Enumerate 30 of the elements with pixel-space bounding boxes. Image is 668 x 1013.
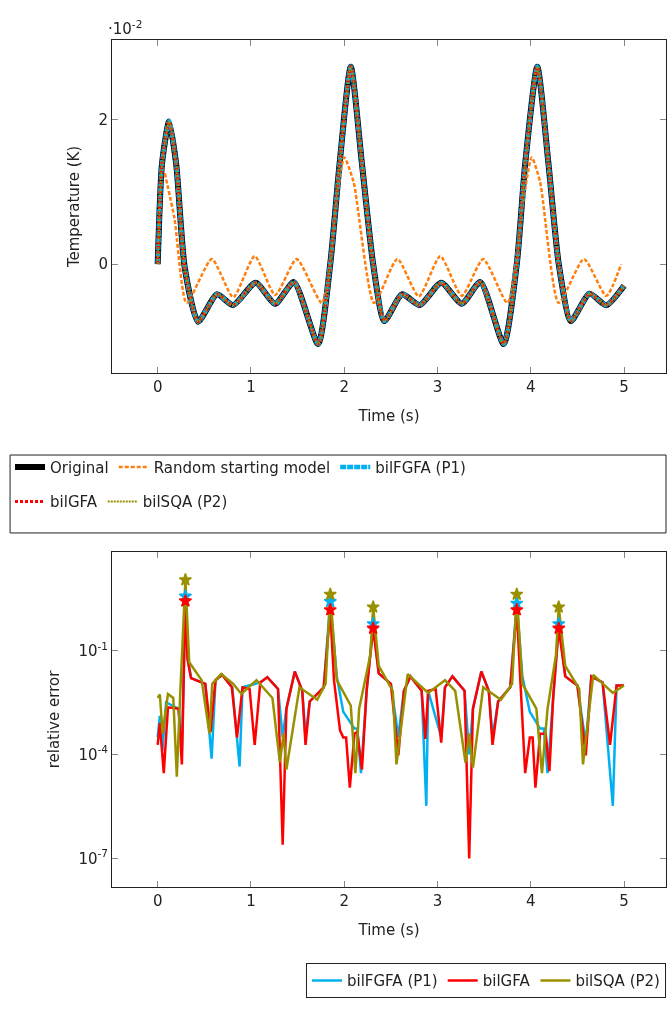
- legend-label: Original: [50, 458, 109, 477]
- legend-label: bilGFA: [482, 972, 531, 991]
- y-tick-label: 0: [98, 255, 108, 274]
- x-tick-label: 0: [152, 892, 163, 910]
- x-tick-label: 2: [339, 892, 349, 910]
- x-tick-label: 5: [619, 377, 629, 396]
- y-tick-label: 10$^{-7}$: [78, 847, 108, 868]
- y-axis-title: Temperature (K): [64, 145, 83, 269]
- x-tick-label: 3: [432, 892, 443, 910]
- x-tick-label: 4: [525, 892, 536, 910]
- x-axis-title: Time (s): [357, 406, 420, 425]
- y-tick-label: 2: [98, 111, 108, 130]
- x-tick-label: 3: [432, 377, 443, 396]
- x-tick-label: 4: [525, 377, 536, 396]
- legend-label: Random starting model: [153, 458, 331, 477]
- y-tick-label: 10$^{-1}$: [78, 639, 108, 660]
- x-tick-label: 1: [246, 377, 256, 396]
- x-tick-label: 5: [619, 892, 629, 910]
- x-axis-title: Time (s): [357, 921, 420, 939]
- x-tick-label: 2: [339, 377, 349, 396]
- legend-label: bilSQA (P2): [575, 972, 660, 991]
- x-tick-label: 1: [246, 892, 256, 910]
- text: ·10$^{-2}$: [108, 18, 143, 39]
- x-tick-label: 0: [152, 377, 163, 396]
- legend-label: bilFGFA (P1): [347, 972, 438, 991]
- y-axis-title: relative error: [44, 669, 63, 769]
- y-tick-label: 10$^{-4}$: [78, 743, 109, 764]
- legend-label: bilSQA (P2): [142, 493, 228, 512]
- legend-label: bilGFA: [50, 493, 98, 512]
- legend-label: bilFGFA (P1): [375, 458, 466, 477]
